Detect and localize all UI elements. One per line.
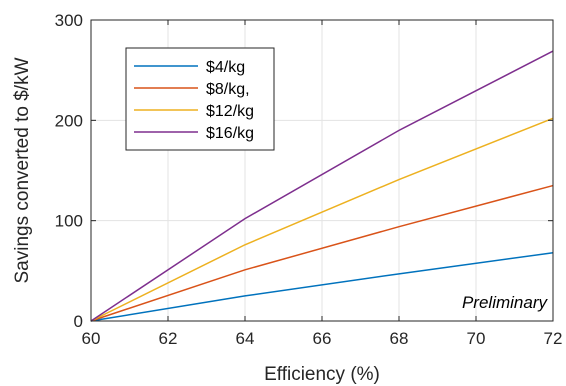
series-line-3 bbox=[90, 117, 554, 322]
x-tick-labels: 60 62 64 66 68 70 72 bbox=[82, 329, 563, 348]
series-line-4 bbox=[90, 50, 554, 322]
y-axis-title: Savings converted to $/kW bbox=[12, 57, 33, 283]
series-lines bbox=[90, 50, 554, 322]
x-axis-title: Efficiency (%) bbox=[264, 364, 380, 385]
x-tick-label: 62 bbox=[159, 329, 178, 348]
y-tick-label: 200 bbox=[55, 111, 83, 130]
y-tick-labels: 0 100 200 300 bbox=[55, 11, 83, 331]
series-line-2 bbox=[90, 184, 554, 322]
y-tick-label: 100 bbox=[55, 212, 83, 231]
legend-box bbox=[125, 47, 275, 151]
x-tick-label: 68 bbox=[390, 329, 409, 348]
legend: $4/kg $8/kg, $12/kg $16/kg bbox=[125, 47, 275, 151]
x-tick-label: 60 bbox=[82, 329, 101, 348]
x-tick-label: 70 bbox=[467, 329, 486, 348]
x-tick-label: 66 bbox=[313, 329, 332, 348]
x-tick-label: 64 bbox=[236, 329, 255, 348]
legend-label: $8/kg, bbox=[206, 81, 250, 98]
y-tick-label: 300 bbox=[55, 11, 83, 30]
x-tick-label: 72 bbox=[544, 329, 563, 348]
preliminary-annotation: Preliminary bbox=[462, 293, 549, 312]
y-tick-label: 0 bbox=[74, 312, 83, 331]
legend-label: $4/kg bbox=[206, 59, 245, 76]
series-line-1 bbox=[90, 252, 554, 322]
legend-label: $16/kg bbox=[206, 125, 254, 142]
legend-label: $12/kg bbox=[206, 103, 254, 120]
axis-ticks bbox=[90, 19, 554, 322]
